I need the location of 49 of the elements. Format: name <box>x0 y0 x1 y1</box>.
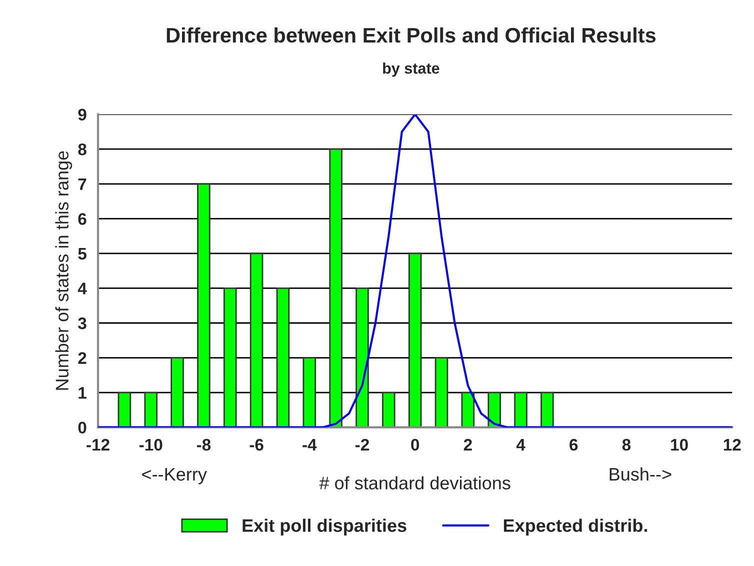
x-tick-label: 0 <box>411 438 420 451</box>
x-tick-label: -12 <box>86 438 110 451</box>
chart-title: Difference between Exit Polls and Official Results <box>166 27 656 43</box>
bar <box>197 183 210 428</box>
bar <box>356 288 369 428</box>
bar <box>382 392 396 428</box>
bar <box>144 392 158 428</box>
y-tick-label: 4 <box>78 282 87 294</box>
y-tick-label: 5 <box>78 248 86 260</box>
x-tick-label: -10 <box>139 438 162 451</box>
x-tick-label: 2 <box>464 438 472 451</box>
bar <box>302 357 316 428</box>
bar <box>250 252 264 428</box>
y-tick-label: 7 <box>78 178 86 190</box>
x-tick-label: -2 <box>355 438 369 451</box>
bar <box>488 392 501 428</box>
x-tick-label: 8 <box>622 438 631 451</box>
legend-label: Expected distrib. <box>504 518 647 536</box>
y-tick-label: 1 <box>78 387 86 399</box>
y-tick-label: 9 <box>78 108 86 121</box>
y-tick-label: 2 <box>78 352 86 364</box>
x-tick-label: 6 <box>570 438 578 451</box>
bar <box>118 392 132 428</box>
x-tick-label: -6 <box>250 438 264 451</box>
y-tick-label: 3 <box>78 317 86 330</box>
bar <box>540 392 554 428</box>
line-series <box>98 114 732 428</box>
x-axis-title: # of standard deviations <box>319 476 510 490</box>
y-tick-label: 8 <box>78 144 86 156</box>
x-tick-label: 12 <box>724 438 741 451</box>
bar <box>276 288 290 428</box>
bar <box>408 252 422 428</box>
x-tick-label: -4 <box>302 439 317 451</box>
text: <--Kerry <box>142 468 207 484</box>
bar <box>434 357 448 428</box>
x-tick-label: 4 <box>516 439 526 451</box>
y-tick-label: 0 <box>78 422 86 434</box>
chart-subtitle: by state <box>383 62 440 77</box>
legend-label: Exit poll disparities <box>242 518 406 536</box>
bar <box>329 148 342 428</box>
y-tick-label: 6 <box>78 213 86 225</box>
x-tick-label: 10 <box>671 438 688 451</box>
x-tick-label: -8 <box>196 438 211 451</box>
bar <box>223 288 237 428</box>
text: Bush--> <box>610 467 672 481</box>
bar <box>170 357 184 428</box>
y-axis-title: Number of states in this range <box>55 151 72 390</box>
bar <box>514 392 528 428</box>
bar <box>461 392 475 428</box>
